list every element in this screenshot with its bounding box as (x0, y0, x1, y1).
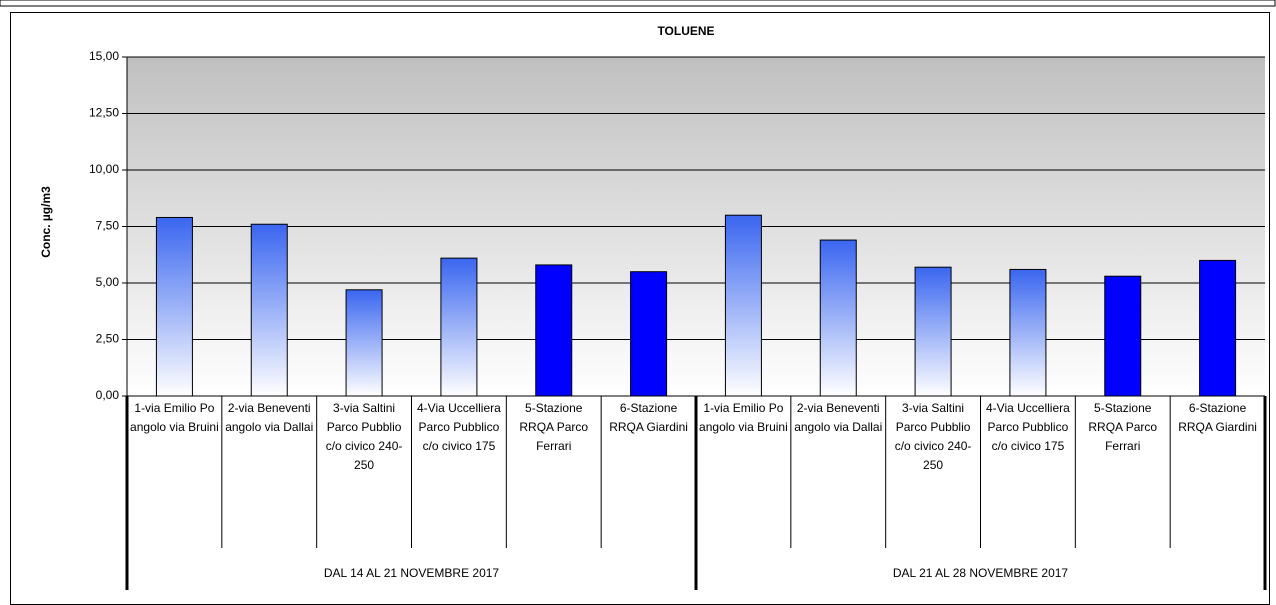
x-tick-label: 1-via Emilio Po angolo via Bruini (130, 401, 219, 434)
bar (155, 216, 193, 397)
bar (535, 264, 573, 397)
bar (345, 289, 383, 397)
group-label: DAL 21 AL 28 NOVEMBRE 2017 (892, 566, 1069, 580)
bar (914, 266, 952, 397)
y-tick-label: 2,50 (96, 332, 120, 346)
x-tick-label: 3-via Saltini Parco Pubblio c/o civico 2… (325, 401, 403, 472)
x-tick-label: 4-Via Uccelliera Parco Pubblico c/o civi… (986, 401, 1070, 453)
y-axis-label: Conc. µg/m3 (39, 186, 53, 258)
bar (1009, 268, 1047, 397)
y-tick-label: 0,00 (96, 388, 120, 402)
y-tick-label: 7,50 (96, 219, 120, 233)
bar (724, 214, 762, 397)
x-tick-label: 2-via Beneventi angolo via Dallai (794, 401, 883, 434)
y-tick-label: 10,00 (89, 162, 119, 176)
bar (1104, 275, 1142, 397)
x-tick-label: 5-Stazione RRQA Parco Ferrari (519, 401, 589, 453)
x-tick-label: 6-Stazione RRQA Giardini (1178, 401, 1257, 434)
bar (1199, 259, 1237, 397)
y-tick-label: 5,00 (96, 275, 120, 289)
bar (819, 239, 857, 397)
x-tick-label: 1-via Emilio Po angolo via Bruini (699, 401, 788, 434)
x-tick-label: 4-Via Uccelliera Parco Pubblico c/o civi… (417, 401, 501, 453)
x-tick-label: 6-Stazione RRQA Giardini (609, 401, 688, 434)
x-tick-label: 5-Stazione RRQA Parco Ferrari (1088, 401, 1158, 453)
bar (250, 223, 288, 397)
x-tick-label: 2-via Beneventi angolo via Dallai (225, 401, 314, 434)
upper-frame (0, 0, 1276, 7)
bar (440, 257, 478, 397)
bar (630, 271, 668, 397)
group-label: DAL 14 AL 21 NOVEMBRE 2017 (323, 566, 500, 580)
y-tick-label: 12,50 (89, 106, 119, 120)
y-tick-label: 15,00 (89, 49, 119, 63)
x-tick-label: 3-via Saltini Parco Pubblio c/o civico 2… (894, 401, 972, 472)
chart-title: TOLUENE (657, 24, 714, 38)
